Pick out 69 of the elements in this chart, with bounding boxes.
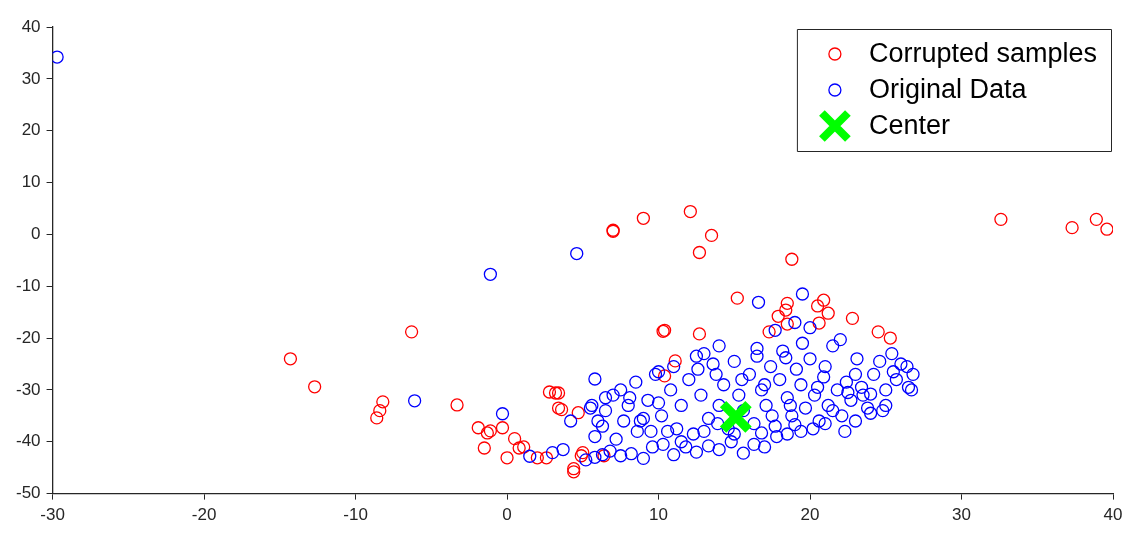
point: [871, 325, 885, 339]
point: [507, 432, 522, 446]
point: [512, 441, 526, 455]
y-tick-label: -50: [15, 483, 41, 503]
point: [373, 404, 387, 418]
point: [483, 424, 498, 438]
point: [780, 317, 794, 331]
point: [571, 406, 585, 420]
point: [762, 325, 776, 339]
y-tick-label: 20: [21, 120, 41, 140]
legend-label: Corrupted samples: [868, 38, 1098, 69]
point: [471, 421, 485, 435]
point: [692, 245, 707, 260]
point: [657, 369, 672, 383]
point: [404, 325, 419, 339]
legend-label: Original Data: [868, 74, 1028, 105]
point: [636, 211, 651, 225]
legend-label: Center: [868, 110, 950, 141]
x-tick-label: 40: [1103, 505, 1123, 525]
x-tick-label: 30: [952, 505, 971, 525]
y-tick-label: 0: [31, 224, 41, 244]
point: [480, 426, 494, 440]
point: [718, 399, 754, 435]
x-tick-label: -20: [191, 505, 217, 525]
point: [683, 204, 697, 219]
y-tick-label: -20: [15, 327, 41, 347]
x-tick-label: 20: [800, 505, 820, 525]
point: [477, 441, 491, 455]
point: [283, 352, 298, 366]
point: [308, 380, 322, 394]
y-tick-label: -40: [15, 431, 41, 451]
point: [810, 299, 825, 313]
point: [517, 440, 531, 454]
x-tick-label: 10: [649, 505, 668, 525]
x-tick-label: -10: [343, 505, 368, 525]
point: [704, 228, 719, 243]
point: [495, 421, 510, 435]
point: [883, 331, 897, 345]
point: [376, 395, 390, 409]
y-tick-label: -30: [15, 379, 41, 399]
point: [370, 411, 384, 425]
y-tick-label: -10: [15, 275, 41, 295]
point: [994, 212, 1008, 226]
point: [1065, 220, 1079, 235]
point: [785, 252, 799, 266]
y-tick-label: 40: [21, 16, 41, 36]
point: [821, 306, 835, 320]
point: [450, 398, 464, 412]
point: [730, 291, 744, 305]
point: [812, 316, 826, 330]
point: [500, 451, 514, 465]
point: [1100, 222, 1113, 236]
point: [530, 451, 544, 465]
point: [771, 309, 785, 323]
point: [1089, 212, 1103, 226]
point: [539, 451, 554, 465]
point: [574, 449, 588, 463]
y-tick-label: 30: [21, 68, 41, 88]
point: [692, 327, 707, 341]
x-tick-label: 0: [502, 505, 512, 525]
point: [668, 354, 682, 368]
point: [779, 303, 793, 317]
point: [542, 385, 557, 399]
point: [576, 445, 590, 460]
x-tick-label: -30: [40, 505, 65, 525]
point: [817, 293, 831, 307]
point: [845, 311, 860, 326]
y-tick-label: 10: [21, 172, 41, 192]
point: [780, 296, 794, 310]
